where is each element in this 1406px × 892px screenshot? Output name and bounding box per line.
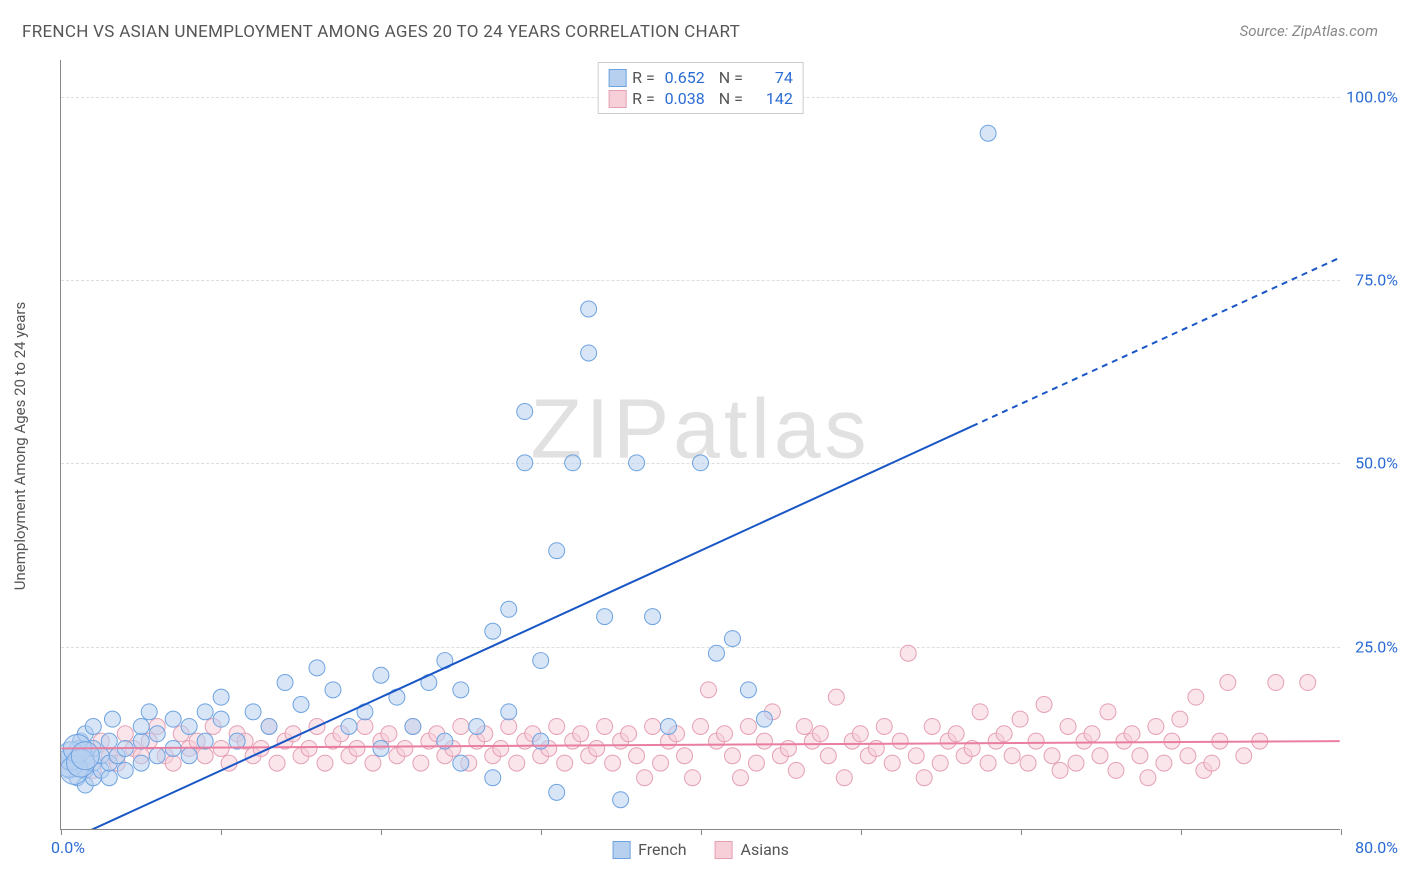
x-tick: [861, 829, 862, 835]
y-axis-label: Unemployment Among Ages 20 to 24 years: [11, 302, 29, 590]
x-tick: [701, 829, 702, 835]
y-tick-label: 100.0%: [1346, 87, 1398, 106]
x-min-label: 0.0%: [51, 838, 85, 857]
y-tick-label: 75.0%: [1355, 271, 1398, 290]
legend-label-french: French: [638, 840, 686, 859]
legend-label-asians: Asians: [741, 840, 789, 859]
x-tick: [541, 829, 542, 835]
x-tick: [1021, 829, 1022, 835]
legend-swatch-asians: [715, 841, 733, 859]
legend-swatch-french: [612, 841, 630, 859]
chart-title: FRENCH VS ASIAN UNEMPLOYMENT AMONG AGES …: [22, 22, 740, 42]
swatch-asians: [608, 90, 626, 108]
x-tick: [61, 829, 62, 835]
x-max-label: 80.0%: [1355, 838, 1398, 857]
x-tick: [381, 829, 382, 835]
correlation-stats-box: R = 0.652 N = 74 R = 0.038 N = 142: [597, 62, 804, 114]
chart-svg: [61, 60, 1340, 829]
bottom-legend: French Asians: [612, 840, 789, 859]
plot-area: ZIPatlas R = 0.652 N = 74 R = 0.038 N = …: [60, 60, 1340, 830]
y-tick-label: 50.0%: [1355, 454, 1398, 473]
legend-item-asians: Asians: [715, 840, 789, 859]
legend-item-french: French: [612, 840, 686, 859]
y-tick-label: 25.0%: [1355, 637, 1398, 656]
x-tick: [221, 829, 222, 835]
x-tick: [1181, 829, 1182, 835]
x-tick: [1341, 829, 1342, 835]
stat-row-asians: R = 0.038 N = 142: [608, 88, 793, 109]
swatch-french: [608, 69, 626, 87]
source-label: Source: ZipAtlas.com: [1240, 22, 1378, 40]
stat-row-french: R = 0.652 N = 74: [608, 67, 793, 88]
